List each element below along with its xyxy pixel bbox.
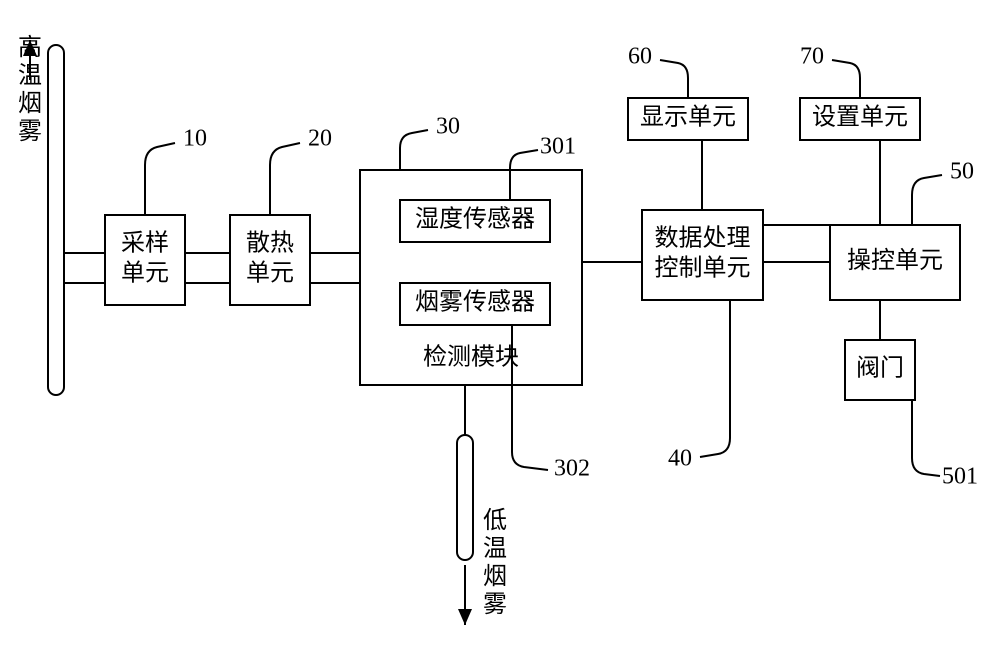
refnum-40: 40 [668,446,692,472]
leader-20 [270,143,300,215]
n60-label-0: 显示单元 [640,104,736,131]
leader-40 [700,300,730,457]
n50-label-0: 操控单元 [847,247,943,274]
n501-label-0: 阀门 [856,355,904,382]
vlabel-left-0: 高 [18,34,42,61]
n40-label-1: 控制单元 [655,255,751,282]
refnum-20: 20 [308,126,332,152]
n30-footer: 检测模块 [423,344,519,371]
vlabel-right-1: 温 [483,535,507,562]
vlabel-right-0: 低 [483,507,507,534]
leader-50 [912,175,942,225]
leader-501 [912,400,940,476]
refnum-30: 30 [436,114,460,140]
refnum-70: 70 [800,44,824,70]
n301-label-0: 湿度传感器 [415,206,535,233]
vlabel-left-1: 温 [18,62,42,89]
refnum-60: 60 [628,44,652,70]
vlabel-left-2: 烟 [18,90,42,117]
leader-60 [660,60,688,98]
pipe-left_vertical [48,45,64,395]
leader-10 [145,143,175,215]
n10-label-1: 单元 [121,260,169,287]
n20-label-1: 单元 [246,260,294,287]
leader-30 [400,130,428,170]
refnum-301: 301 [540,134,576,160]
pipe-bottom_vertical [457,435,473,560]
block-diagram: 采样单元 散热单元检测模块 湿度传感器烟雾传感器 数据处理控制单元 操控单元阀门 显示单元… [0,0,1000,651]
vlabel-left-3: 雾 [18,119,42,145]
vlabel-right-2: 烟 [483,563,507,590]
conn-3 [763,140,880,225]
n10-label-0: 采样 [121,230,169,257]
n70-label-0: 设置单元 [812,104,908,131]
vlabel-right-3: 雾 [483,592,507,618]
refnum-501: 501 [942,464,978,490]
refnum-10: 10 [183,126,207,152]
arrow-right-head [458,609,472,625]
refnum-50: 50 [950,159,974,185]
n40-label-0: 数据处理 [655,225,751,252]
n302-label-0: 烟雾传感器 [415,289,535,316]
refnum-302: 302 [554,456,590,482]
n20-label-0: 散热 [246,230,294,257]
leader-70 [832,60,860,98]
